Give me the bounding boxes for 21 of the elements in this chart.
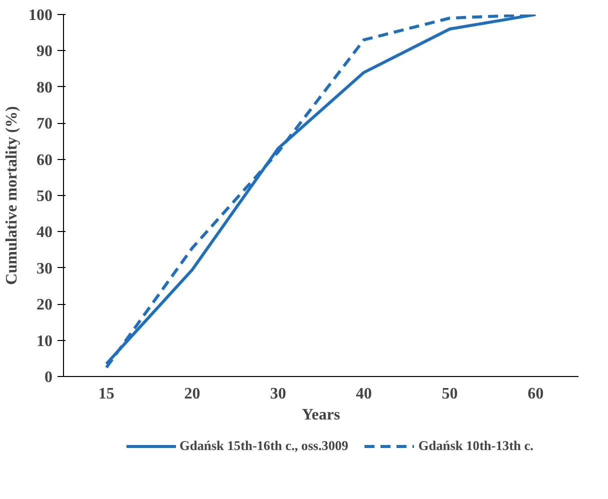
- y-tick-label: 0: [44, 369, 52, 386]
- x-axis-title: Years: [302, 406, 340, 424]
- y-tick-label: 20: [36, 296, 52, 314]
- x-tick-label: 40: [356, 386, 372, 402]
- x-tick-label: 30: [270, 386, 286, 402]
- y-tick-label: 100: [28, 7, 52, 24]
- y-tick-label: 60: [36, 152, 52, 169]
- legend-label: Gdańsk 10th-13th c.: [418, 438, 534, 454]
- x-tick-label: 60: [528, 386, 544, 402]
- legend-label: Gdańsk 15th-16th c., oss.3009: [179, 438, 348, 454]
- y-tick-label: 80: [36, 79, 52, 96]
- y-tick-label: 50: [36, 188, 52, 205]
- y-tick-label: 90: [36, 43, 52, 60]
- y-tick-label: 70: [36, 116, 52, 133]
- x-tick-label: 50: [442, 386, 458, 402]
- y-tick-label: 40: [36, 224, 52, 242]
- y-tick-label: 10: [36, 332, 52, 350]
- x-tick-label: 15: [98, 386, 114, 402]
- y-axis-title: Cumulative mortality (%): [4, 106, 20, 285]
- y-tick-label: 30: [36, 260, 52, 278]
- x-tick-label: 20: [184, 386, 200, 402]
